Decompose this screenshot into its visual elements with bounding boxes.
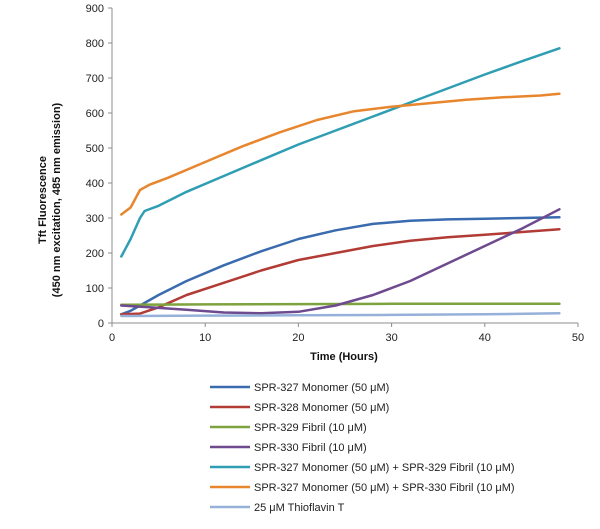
x-tick-labels: 0 10 20 30 40 50 bbox=[109, 323, 584, 344]
y-tick-label: 0 bbox=[98, 318, 104, 330]
x-tick-label: 30 bbox=[385, 332, 397, 344]
x-tick-label: 20 bbox=[292, 332, 304, 344]
x-tick-label: 0 bbox=[109, 332, 115, 344]
legend-label-7: 25 μM Thioflavin T bbox=[254, 502, 345, 514]
y-tick-label: 700 bbox=[86, 73, 104, 85]
y-tick-label: 300 bbox=[86, 213, 104, 225]
y-tick-label: 800 bbox=[86, 38, 104, 50]
legend: SPR-327 Monomer (50 μM) SPR-328 Monomer (… bbox=[210, 382, 515, 514]
y-tick-label: 200 bbox=[86, 248, 104, 260]
x-tick-label: 50 bbox=[572, 332, 584, 344]
series-line-7 bbox=[120, 311, 561, 318]
series-line-4 bbox=[120, 208, 561, 315]
legend-label-6: SPR-327 Monomer (50 μM) + SPR-330 Fibril… bbox=[254, 482, 515, 494]
y-tick-label: 900 bbox=[86, 3, 104, 15]
y-tick-label: 600 bbox=[86, 108, 104, 120]
plot-area bbox=[111, 8, 578, 324]
y-tick-label: 500 bbox=[86, 143, 104, 155]
series-line-6 bbox=[120, 92, 561, 216]
y-axis-title-group: Tft Fluorescence (450 nm excitation, 485… bbox=[37, 102, 63, 297]
y-tick-label: 100 bbox=[86, 283, 104, 295]
y-tick-label: 400 bbox=[86, 178, 104, 190]
series-line-1 bbox=[120, 216, 561, 316]
legend-label-4: SPR-330 Fibril (10 μM) bbox=[254, 442, 367, 454]
legend-label-3: SPR-329 Fibril (10 μM) bbox=[254, 422, 367, 434]
series-lines bbox=[120, 47, 561, 318]
series-line-5 bbox=[120, 47, 561, 258]
x-tick-label: 10 bbox=[199, 332, 211, 344]
x-axis-title: Time (Hours) bbox=[310, 351, 378, 363]
y-axis-title: Tft Fluorescence bbox=[37, 156, 49, 244]
legend-label-1: SPR-327 Monomer (50 μM) bbox=[254, 382, 389, 394]
y-tick-labels: 0 100 200 300 400 500 600 700 800 900 bbox=[86, 3, 112, 330]
x-tick-label: 40 bbox=[479, 332, 491, 344]
y-axis-subtitle: (450 nm excitation, 485 nm emission) bbox=[51, 102, 63, 297]
legend-label-5: SPR-327 Monomer (50 μM) + SPR-329 Fibril… bbox=[254, 462, 515, 474]
legend-label-2: SPR-328 Monomer (50 μM) bbox=[254, 402, 389, 414]
